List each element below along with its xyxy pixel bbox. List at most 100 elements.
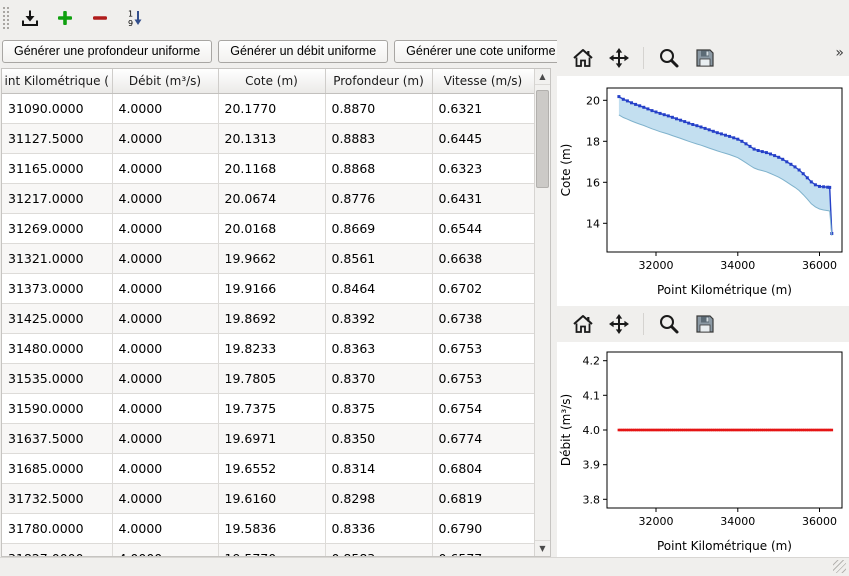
table-cell[interactable]: 0.8375 — [325, 393, 433, 424]
import-button[interactable] — [16, 4, 44, 32]
table-cell[interactable]: 31685.0000 — [2, 453, 113, 484]
table-cell[interactable]: 31780.0000 — [2, 513, 113, 544]
table-cell[interactable]: 0.6321 — [432, 93, 535, 124]
table-cell[interactable]: 31127.5000 — [2, 123, 113, 154]
table-cell[interactable]: 0.6819 — [432, 483, 535, 514]
table-cell[interactable]: 4.0000 — [112, 303, 219, 334]
table-cell[interactable]: 0.6753 — [432, 333, 535, 364]
table-cell[interactable]: 4.0000 — [112, 213, 219, 244]
table-cell[interactable]: 31535.0000 — [2, 363, 113, 394]
scroll-up-button[interactable]: ▲ — [535, 69, 550, 85]
table-cell[interactable]: 0.8363 — [325, 333, 433, 364]
table-cell[interactable]: 31373.0000 — [2, 273, 113, 304]
table-cell[interactable]: 4.0000 — [112, 513, 219, 544]
table-cell[interactable]: 31637.5000 — [2, 423, 113, 454]
pan-button[interactable] — [605, 45, 632, 72]
column-header[interactable]: Vitesse (m/s) — [432, 69, 535, 94]
table-cell[interactable]: 4.0000 — [112, 423, 219, 454]
table-cell[interactable]: 31590.0000 — [2, 393, 113, 424]
table-cell[interactable]: 0.6431 — [432, 183, 535, 214]
table-cell[interactable]: 0.6702 — [432, 273, 535, 304]
table-cell[interactable]: 0.8561 — [325, 243, 433, 274]
table-cell[interactable]: 0.8350 — [325, 423, 433, 454]
table-cell[interactable]: 20.1168 — [218, 153, 326, 184]
table-cell[interactable]: 0.8870 — [325, 93, 433, 124]
column-header[interactable]: int Kilométrique ( — [2, 69, 113, 94]
table-cell[interactable]: 19.6971 — [218, 423, 326, 454]
table-cell[interactable]: 20.1313 — [218, 123, 326, 154]
table-cell[interactable]: 0.6790 — [432, 513, 535, 544]
table-scrollbar[interactable]: ▲ ▼ — [534, 69, 550, 556]
table-cell[interactable]: 4.0000 — [112, 273, 219, 304]
table-cell[interactable]: 4.0000 — [112, 393, 219, 424]
table-cell[interactable]: 19.6552 — [218, 453, 326, 484]
table-cell[interactable]: 0.6754 — [432, 393, 535, 424]
table-cell[interactable]: 0.8464 — [325, 273, 433, 304]
scroll-down-button[interactable]: ▼ — [535, 540, 550, 556]
column-header[interactable]: Débit (m³/s) — [112, 69, 219, 94]
table-cell[interactable]: 0.8370 — [325, 363, 433, 394]
add-row-button[interactable] — [51, 4, 79, 32]
home-button[interactable] — [569, 311, 596, 338]
table-cell[interactable]: 0.6804 — [432, 453, 535, 484]
toolbar-grip[interactable] — [3, 7, 9, 29]
table-cell[interactable]: 4.0000 — [112, 483, 219, 514]
table-cell[interactable]: 31269.0000 — [2, 213, 113, 244]
table-cell[interactable]: 0.6753 — [432, 363, 535, 394]
toolbar-overflow-chevron[interactable]: » — [835, 45, 844, 61]
table-cell[interactable]: 19.6160 — [218, 483, 326, 514]
resize-grip[interactable] — [833, 560, 846, 573]
table-cell[interactable]: 20.0674 — [218, 183, 326, 214]
table-cell[interactable]: 0.6577 — [432, 543, 535, 556]
table-cell[interactable]: 0.8669 — [325, 213, 433, 244]
table-cell[interactable]: 31425.0000 — [2, 303, 113, 334]
table-cell[interactable]: 19.8692 — [218, 303, 326, 334]
cote-profile-chart[interactable]: 32000 34000 36000 14 16 18 20 Point Kilométriqu… — [557, 76, 849, 302]
generate-uniform-depth-button[interactable]: Générer une profondeur uniforme — [2, 40, 213, 63]
generate-uniform-level-button[interactable]: Générer une cote uniforme — [394, 40, 568, 63]
generate-uniform-flow-button[interactable]: Générer un débit uniforme — [218, 40, 389, 63]
table-cell[interactable]: 0.8776 — [325, 183, 433, 214]
table-cell[interactable]: 0.6774 — [432, 423, 535, 454]
table-cell[interactable]: 31732.5000 — [2, 483, 113, 514]
table-cell[interactable]: 19.9166 — [218, 273, 326, 304]
table-cell[interactable]: 31165.0000 — [2, 153, 113, 184]
table-cell[interactable]: 0.8868 — [325, 153, 433, 184]
table-cell[interactable]: 4.0000 — [112, 543, 219, 556]
table-cell[interactable]: 4.0000 — [112, 93, 219, 124]
save-figure-button[interactable] — [691, 311, 718, 338]
debit-profile-chart[interactable]: 32000 34000 36000 3.8 3.9 4.0 4.1 4.2 Point Kilo… — [557, 342, 849, 558]
table-cell[interactable]: 0.8392 — [325, 303, 433, 334]
table-cell[interactable]: 19.7375 — [218, 393, 326, 424]
table-cell[interactable]: 0.8883 — [325, 123, 433, 154]
table-cell[interactable]: 4.0000 — [112, 453, 219, 484]
table-cell[interactable]: 31090.0000 — [2, 93, 113, 124]
table-cell[interactable]: 31480.0000 — [2, 333, 113, 364]
table-cell[interactable]: 0.8314 — [325, 453, 433, 484]
table-cell[interactable]: 0.6544 — [432, 213, 535, 244]
table-cell[interactable]: 4.0000 — [112, 243, 219, 274]
save-figure-button[interactable] — [691, 45, 718, 72]
table-cell[interactable]: 0.6445 — [432, 123, 535, 154]
zoom-button[interactable] — [655, 45, 682, 72]
table-cell[interactable]: 31217.0000 — [2, 183, 113, 214]
column-header[interactable]: Profondeur (m) — [325, 69, 433, 94]
column-header[interactable]: Cote (m) — [218, 69, 326, 94]
table-cell[interactable]: 0.6638 — [432, 243, 535, 274]
sort-button[interactable]: 1 9 — [121, 4, 149, 32]
scrollbar-thumb[interactable] — [536, 90, 549, 188]
table-cell[interactable]: 19.8233 — [218, 333, 326, 364]
table-cell[interactable]: 20.1770 — [218, 93, 326, 124]
table-cell[interactable]: 0.8298 — [325, 483, 433, 514]
table-cell[interactable]: 31827.0000 — [2, 543, 113, 556]
zoom-button[interactable] — [655, 311, 682, 338]
table-cell[interactable]: 20.0168 — [218, 213, 326, 244]
table-cell[interactable]: 19.5770 — [218, 543, 326, 556]
table-cell[interactable]: 0.6323 — [432, 153, 535, 184]
home-button[interactable] — [569, 45, 596, 72]
table-cell[interactable]: 4.0000 — [112, 153, 219, 184]
table-cell[interactable]: 0.8583 — [325, 543, 433, 556]
table-cell[interactable]: 4.0000 — [112, 183, 219, 214]
table-cell[interactable]: 19.5836 — [218, 513, 326, 544]
pan-button[interactable] — [605, 311, 632, 338]
